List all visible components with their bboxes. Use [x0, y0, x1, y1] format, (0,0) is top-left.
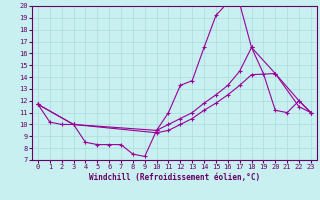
X-axis label: Windchill (Refroidissement éolien,°C): Windchill (Refroidissement éolien,°C): [89, 173, 260, 182]
